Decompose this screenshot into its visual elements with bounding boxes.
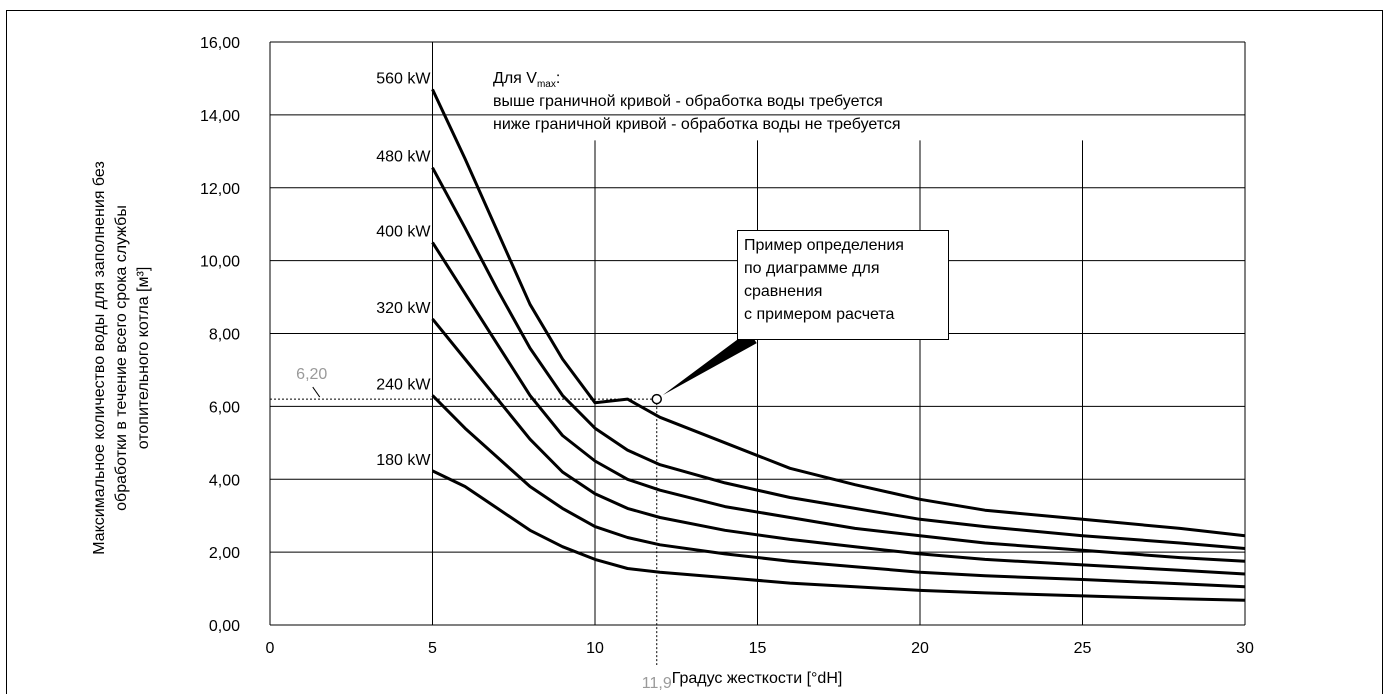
series-label: 180 kW [376,452,431,469]
series-line [431,241,1246,563]
callout-line: Пример определения [744,237,904,254]
y-tick-label: 6,00 [209,399,240,416]
x-tick-label: 20 [911,640,929,657]
y-tick-label: 0,00 [209,618,240,635]
callout-line: сравнения [744,283,823,300]
y-tick-label: 14,00 [200,108,240,125]
x-tick-label: 25 [1074,640,1092,657]
example-y-label: 6,20 [296,366,327,383]
y-tick-label: 16,00 [200,35,240,52]
y-tick-label: 8,00 [209,327,240,344]
x-tick-label: 30 [1236,640,1254,657]
example-marker: 6,20 11,9 [270,331,757,692]
series-line [431,88,1246,538]
series-line [431,166,1246,550]
x-tick-label: 10 [586,640,604,657]
series-label: 320 kW [376,300,431,317]
series-line [431,394,1246,589]
callout-line: с примером расчета [744,306,895,323]
series-line [431,469,1246,602]
example-x-label: 11,9 [642,675,672,692]
x-tick-label: 15 [749,640,767,657]
x-tick-label: 0 [266,640,275,657]
example-point [651,393,662,405]
series-label: 480 kW [376,149,431,166]
series-label: 400 kW [376,223,431,240]
callout-pointer [662,331,757,396]
curves [431,88,1246,602]
example-y-leader [312,386,321,398]
note-title: Для Vmax: [493,70,560,90]
callout-line: по диаграмме для [744,260,880,277]
x-axis-title: Градус жесткости [°dH] [672,670,843,687]
y-tick-label: 2,00 [209,545,240,562]
series-line [431,317,1246,576]
y-tick-label: 4,00 [209,472,240,489]
note-line-above: выше граничной кривой - обработка воды т… [493,93,883,110]
series-label: 560 kW [376,70,431,87]
series-label: 240 kW [376,376,431,393]
y-tick-label: 10,00 [200,254,240,271]
tick-labels: 0,00 2,00 4,00 6,00 8,00 10,00 12,00 14,00 16,00… [200,35,1254,657]
note-line-below: ниже граничной кривой - обработка воды н… [493,116,901,133]
curve-labels: 180 kW 240 kW 320 kW 400 kW 480 kW 560 kW [376,70,431,469]
callout-box: Пример определения по диаграмме для срав… [737,230,949,340]
x-tick-label: 5 [428,640,437,657]
y-tick-label: 12,00 [200,181,240,198]
